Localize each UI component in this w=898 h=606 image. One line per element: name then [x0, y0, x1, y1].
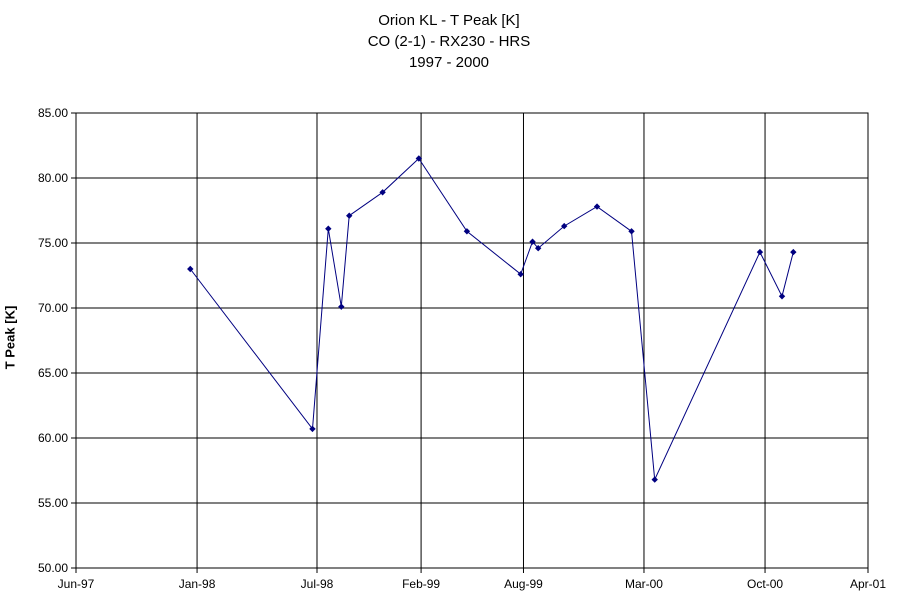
data-point: [463, 228, 471, 235]
data-point: [778, 293, 786, 300]
data-point: [517, 271, 524, 278]
x-tick-label: Feb-99: [402, 577, 440, 591]
chart-title: Orion KL - T Peak [K]: [378, 12, 520, 29]
data-point: [651, 476, 658, 483]
y-tick-label: 55.00: [38, 496, 68, 510]
y-axis-ticks: 50.00 55.00 60.00 65.00 70.00 75.00 80.00 85.00: [38, 106, 76, 575]
data-point: [187, 265, 194, 273]
grid-lines: [75, 112, 869, 569]
y-tick-label: 85.00: [38, 106, 68, 120]
y-tick-label: 50.00: [38, 561, 68, 575]
data-point: [628, 228, 635, 235]
data-point: [325, 225, 332, 232]
x-tick-label: Jan-98: [179, 577, 216, 591]
data-point: [415, 155, 423, 162]
data-point: [529, 238, 536, 245]
data-point: [790, 248, 797, 256]
y-tick-label: 80.00: [38, 171, 68, 185]
y-tick-label: 60.00: [38, 431, 68, 445]
plot-area: [75, 112, 869, 569]
x-tick-label: Oct-00: [747, 577, 783, 591]
x-tick-label: Aug-99: [504, 577, 543, 591]
x-tick-label: Jun-97: [58, 577, 95, 591]
x-tick-label: Mar-00: [625, 577, 663, 591]
data-point: [338, 303, 345, 310]
x-axis-ticks: Jun-97 Jan-98 Jul-98 Feb-99 Aug-99 Mar-00 Oct-…: [58, 568, 886, 591]
y-tick-label: 75.00: [38, 236, 68, 250]
data-point: [346, 212, 353, 219]
x-tick-label: Jul-98: [301, 577, 334, 591]
series-line: [189, 157, 794, 482]
y-tick-label: 65.00: [38, 366, 68, 380]
series-markers: [187, 155, 797, 483]
data-point: [756, 248, 764, 256]
y-tick-label: 70.00: [38, 301, 68, 315]
data-point: [534, 245, 542, 252]
x-tick-label: Apr-01: [850, 577, 886, 591]
chart-date-range: 1997 - 2000: [408, 54, 490, 71]
data-point: [561, 222, 568, 230]
data-point: [309, 425, 316, 433]
data-point: [379, 189, 386, 196]
chart-subtitle: CO (2-1) - RX230 - HRS: [367, 33, 531, 50]
data-point: [593, 203, 601, 210]
